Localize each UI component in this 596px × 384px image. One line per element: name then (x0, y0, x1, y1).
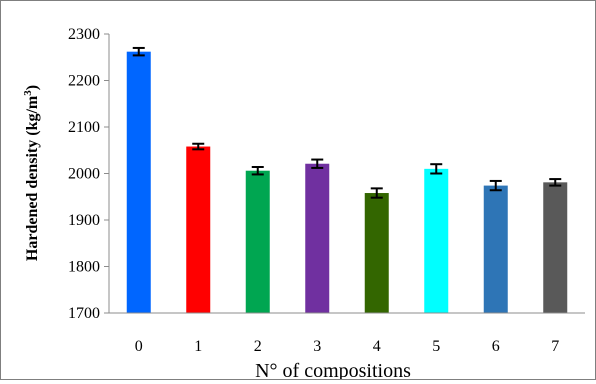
error-bar (430, 163, 443, 175)
bar (126, 51, 151, 314)
x-tick-label: 5 (432, 338, 440, 355)
x-tick-label: 2 (254, 338, 262, 355)
error-bars (132, 46, 562, 199)
x-tick-label: 4 (373, 338, 381, 355)
error-bar (311, 158, 324, 169)
error-bar (489, 179, 502, 192)
x-tick-label: 3 (313, 338, 321, 355)
x-axis-ticks: 0 1 2 3 4 5 6 7 (135, 338, 560, 355)
bars (126, 51, 568, 314)
bar (364, 193, 389, 313)
y-tick-label: 1700 (68, 305, 100, 322)
error-bar (549, 178, 562, 187)
error-bar (251, 165, 264, 176)
y-tick-label: 1800 (68, 259, 100, 276)
bar (305, 163, 330, 313)
x-tick-label: 1 (194, 338, 202, 355)
y-tick-label: 2100 (68, 119, 100, 136)
bar (543, 182, 568, 313)
y-tick-label: 1900 (68, 212, 100, 229)
bar (186, 146, 211, 313)
y-axis-label: Hardened density (kg/m3) (22, 85, 41, 261)
error-bar (192, 142, 205, 151)
bar (483, 185, 508, 313)
bar (245, 170, 270, 313)
bar (424, 168, 449, 313)
x-tick-label: 0 (135, 338, 143, 355)
error-bar (370, 187, 383, 199)
y-axis-ticks: 1700 1800 1900 2000 2100 2200 2300 (68, 26, 109, 322)
y-tick-label: 2000 (68, 166, 100, 183)
x-axis-label: N° of compositions (255, 360, 411, 379)
y-tick-label: 2200 (68, 73, 100, 90)
error-bar (132, 46, 145, 57)
x-tick-label: 6 (492, 338, 500, 355)
x-tick-label: 7 (551, 338, 559, 355)
y-tick-label: 2300 (68, 26, 100, 43)
